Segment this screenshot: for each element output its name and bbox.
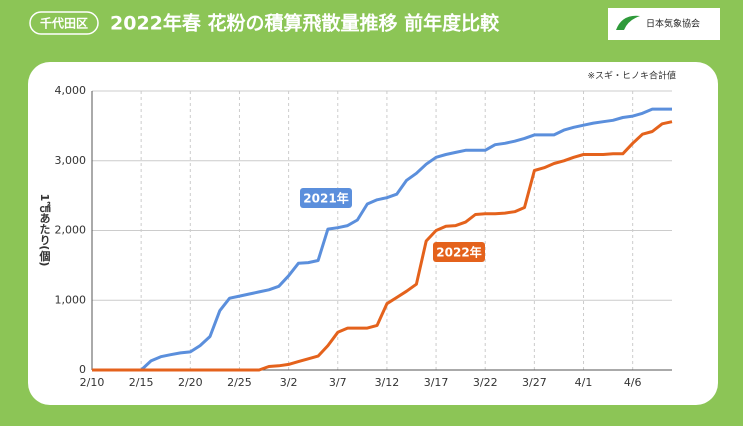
logo: 日本気象協会 [646,18,700,30]
badge-frame [29,11,99,35]
logo-mark [616,15,640,30]
y-tick-label: 0 [79,363,86,376]
x-tick-label: 2/25 [227,376,252,389]
y-tick-label: 4,000 [55,84,87,97]
x-tick-label: 2/10 [80,376,105,389]
x-tick-label: 3/12 [375,376,400,389]
chart-title: 2022年春 花粉の積算飛散量推移 前年度比較 [110,12,500,35]
x-tick-label: 4/1 [575,376,593,389]
x-tick-label: 3/2 [280,376,298,389]
x-tick-label: 3/17 [424,376,449,389]
x-tick-label: 4/6 [624,376,642,389]
x-tick-label: 3/27 [522,376,547,389]
series-label-box [300,188,352,208]
note: ※スギ・ヒノキ合計値 [587,70,676,82]
badge: 千代田区 [40,16,88,31]
series-label-box [433,242,485,262]
y-tick-label: 2,000 [55,224,87,237]
line [92,107,672,372]
x-tick-label: 3/7 [329,376,347,389]
panel [28,62,718,405]
y-tick-label: 3,000 [55,154,87,167]
line [92,120,673,372]
y-axis-label: 1㎠あたり(個) [38,194,52,267]
series-label: 2022年 [436,245,481,260]
series-label: 2021年 [303,191,348,206]
x-tick-label: 2/20 [178,376,203,389]
x-tick-label: 3/22 [473,376,498,389]
y-tick-label: 1,000 [55,293,87,306]
x-tick-label: 2/15 [129,376,154,389]
